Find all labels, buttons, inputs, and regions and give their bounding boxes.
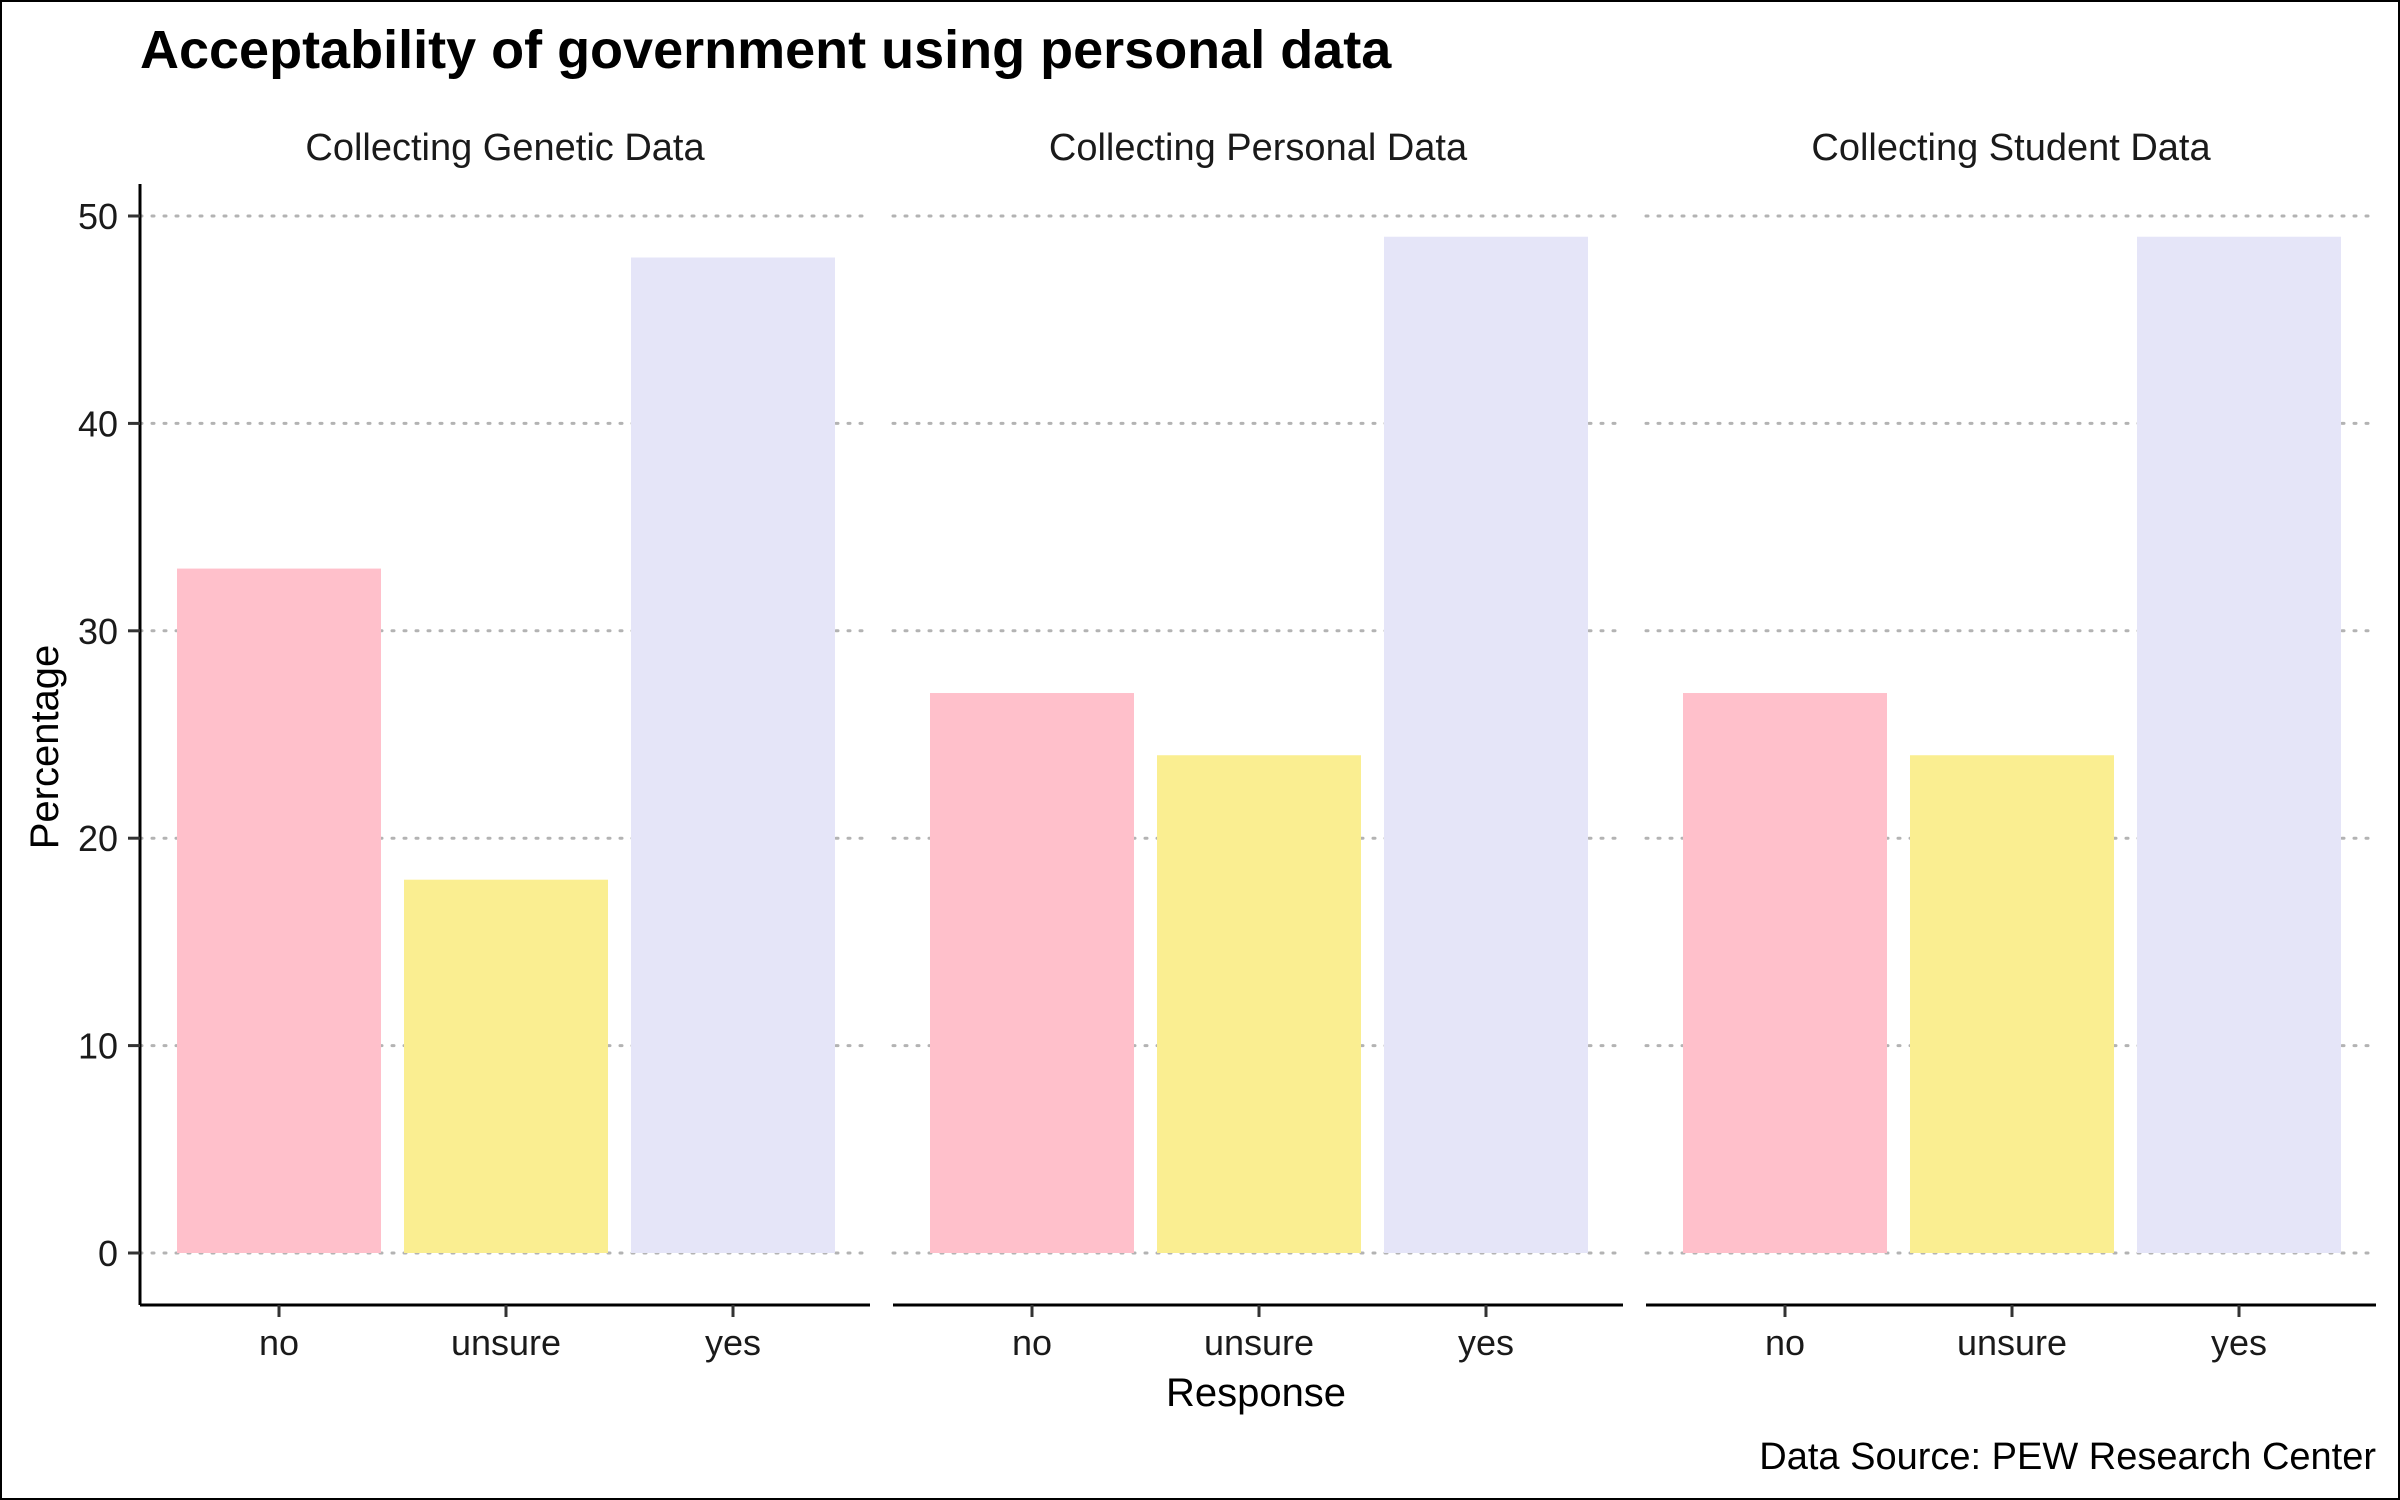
y-tick-label: 40 <box>78 403 118 444</box>
bars <box>177 236 2341 1254</box>
facet-strip-student: Collecting Student Data <box>1811 127 2211 169</box>
y-tick-label: 30 <box>78 611 118 652</box>
x-tick-label-unsure: unsure <box>1957 1322 2067 1363</box>
x-tick-label-yes: yes <box>1458 1322 1514 1363</box>
facet-label-genetic: Collecting Genetic Data <box>305 127 705 169</box>
bar-no <box>930 693 1134 1253</box>
x-tick-label-yes: yes <box>705 1322 761 1363</box>
y-axis-ticks: 0 10 20 30 40 50 <box>78 196 140 1274</box>
x-axis-ticks: no unsure yes no unsure yes no unsure yes <box>259 1305 2267 1363</box>
chart-title: Acceptability of government using person… <box>140 20 1392 80</box>
bar-unsure <box>1910 755 2114 1253</box>
bar-no <box>177 568 381 1253</box>
y-tick-label: 0 <box>98 1233 118 1274</box>
bar-no <box>1683 693 1887 1253</box>
facet-label-personal: Collecting Personal Data <box>1049 127 1468 169</box>
bar-unsure <box>1157 755 1361 1253</box>
bar-yes <box>1384 236 1588 1254</box>
x-tick-label-no: no <box>259 1322 299 1363</box>
y-tick-label: 50 <box>78 196 118 237</box>
facet-label-student: Collecting Student Data <box>1811 127 2211 169</box>
y-tick-label: 20 <box>78 818 118 859</box>
x-tick-label-no: no <box>1765 1322 1805 1363</box>
facet-strip-genetic: Collecting Genetic Data <box>305 127 705 169</box>
x-tick-label-unsure: unsure <box>451 1322 561 1363</box>
bar-unsure <box>404 879 608 1253</box>
y-tick-label: 10 <box>78 1026 118 1067</box>
bar-yes <box>631 257 835 1253</box>
bar-yes <box>2137 236 2341 1254</box>
x-tick-label-unsure: unsure <box>1204 1322 1314 1363</box>
data-source-caption: Data Source: PEW Research Center <box>1759 1436 2376 1478</box>
facet-strip-personal: Collecting Personal Data <box>1049 127 1468 169</box>
x-axis-title: Response <box>1166 1371 1346 1415</box>
x-tick-label-yes: yes <box>2211 1322 2267 1363</box>
y-axis-title: Percentage <box>23 645 67 850</box>
x-tick-label-no: no <box>1012 1322 1052 1363</box>
